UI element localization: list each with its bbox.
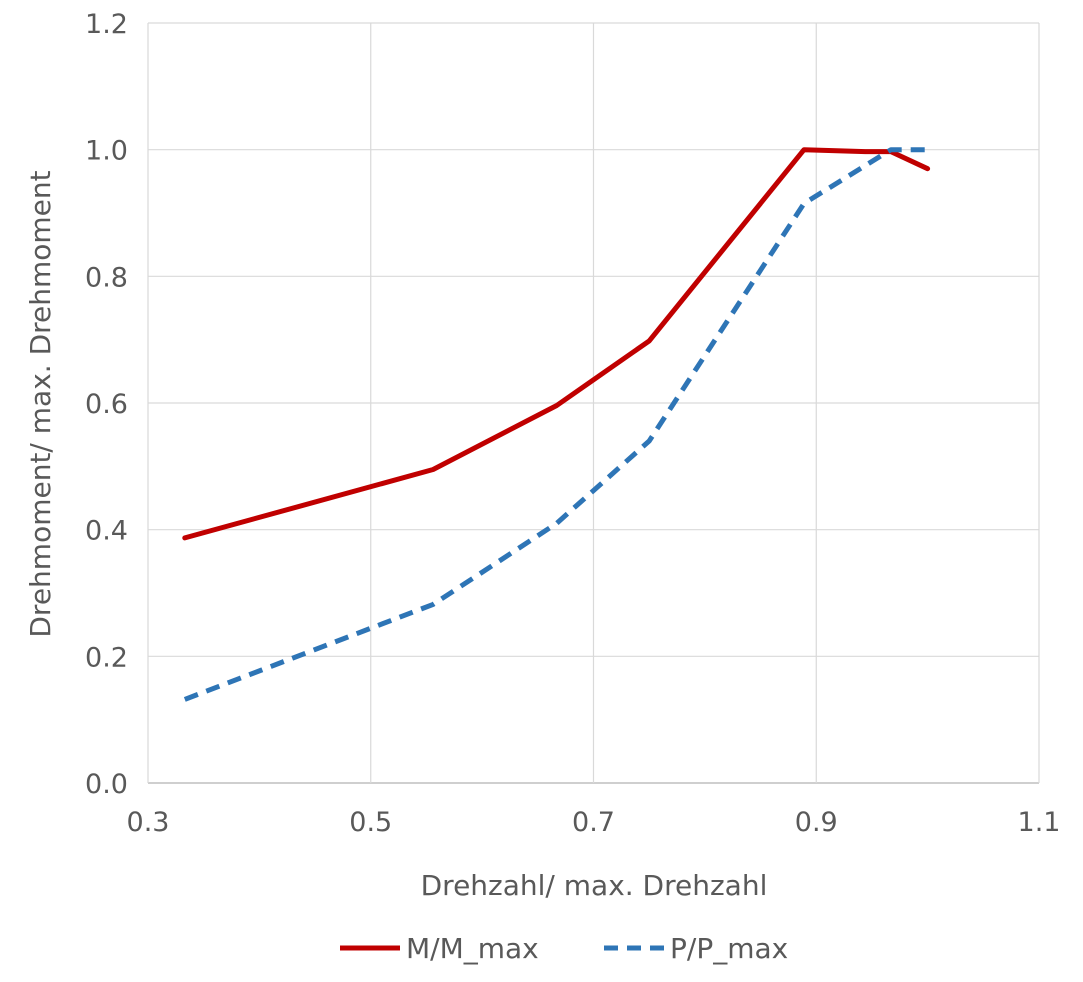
- legend-label-0: M/M_max: [406, 932, 539, 965]
- x-tick-label-4: 1.1: [1018, 807, 1061, 838]
- y-tick-label-3: 0.6: [85, 389, 128, 420]
- x-axis-title: Drehzahl/ max. Drehzahl: [421, 869, 768, 902]
- x-tick-label-1: 0.5: [349, 807, 392, 838]
- legend-label-1: P/P_max: [670, 932, 788, 965]
- x-tick-label-0: 0.3: [127, 807, 170, 838]
- x-tick-label-2: 0.7: [572, 807, 615, 838]
- y-tick-label-6: 1.2: [85, 9, 128, 40]
- legend: M/M_max P/P_max: [340, 932, 788, 965]
- y-axis-title: Drehmoment/ max. Drehmoment: [24, 170, 57, 637]
- data-series: [182, 147, 931, 702]
- grid-lines: [147, 22, 1040, 784]
- y-tick-label-0: 0.0: [85, 769, 128, 800]
- series-line-m-m-max: [182, 147, 931, 541]
- x-tick-label-3: 0.9: [795, 807, 838, 838]
- tick-labels: 0.0 0.2 0.4 0.6 0.8 1.0 1.2 0.3 0.5 0.7 0.9 1.1: [85, 9, 1060, 838]
- y-tick-label-1: 0.2: [85, 642, 128, 673]
- y-tick-label-2: 0.4: [85, 516, 128, 547]
- y-tick-label-5: 1.0: [85, 136, 128, 167]
- series-line-p-p-max: [183, 147, 928, 702]
- y-tick-label-4: 0.8: [85, 262, 128, 293]
